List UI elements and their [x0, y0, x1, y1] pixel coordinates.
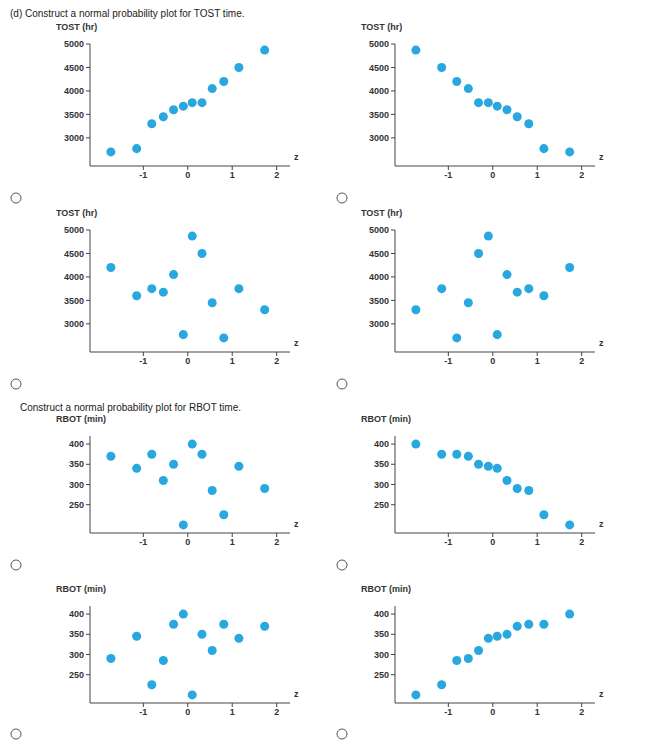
svg-text:300: 300	[69, 650, 84, 660]
svg-text:0: 0	[490, 537, 495, 547]
svg-text:3500: 3500	[369, 296, 389, 306]
svg-text:2: 2	[274, 707, 279, 717]
svg-text:300: 300	[69, 480, 84, 490]
svg-text:250: 250	[374, 500, 389, 510]
html-text:RBOT (min): RBOT (min)	[361, 584, 411, 594]
svg-text:5000: 5000	[369, 39, 389, 49]
svg-text:3000: 3000	[64, 319, 84, 329]
svg-text:300: 300	[374, 480, 389, 490]
svg-text:-1: -1	[444, 170, 452, 180]
html-text:z: z	[599, 338, 604, 348]
html-text:(d) Construct a normal probabi: (d) Construct a normal probability plot …	[10, 8, 245, 19]
svg-text:1: 1	[535, 356, 540, 366]
svg-text:0: 0	[185, 356, 190, 366]
svg-text:250: 250	[69, 500, 84, 510]
svg-text:4500: 4500	[64, 63, 84, 73]
html-text:RBOT (min): RBOT (min)	[361, 414, 411, 424]
svg-text:2: 2	[274, 170, 279, 180]
svg-text:5000: 5000	[369, 225, 389, 235]
svg-text:0: 0	[490, 356, 495, 366]
svg-text:-1: -1	[139, 707, 147, 717]
svg-text:1: 1	[535, 170, 540, 180]
svg-text:5000: 5000	[64, 225, 84, 235]
svg-text:-1: -1	[444, 356, 452, 366]
svg-text:350: 350	[374, 629, 389, 639]
html-text:z: z	[599, 152, 604, 162]
svg-text:3500: 3500	[64, 296, 84, 306]
svg-text:3000: 3000	[369, 133, 389, 143]
svg-text:1: 1	[230, 356, 235, 366]
svg-text:400: 400	[69, 439, 84, 449]
html-text:TOST (hr): TOST (hr)	[56, 208, 98, 218]
svg-text:0: 0	[185, 170, 190, 180]
html-text:z: z	[294, 689, 299, 699]
svg-text:4000: 4000	[64, 86, 84, 96]
svg-text:1: 1	[230, 170, 235, 180]
svg-text:1: 1	[230, 707, 235, 717]
svg-text:3500: 3500	[64, 110, 84, 120]
html-text:RBOT (min): RBOT (min)	[56, 584, 106, 594]
html-text:TOST (hr): TOST (hr)	[361, 22, 403, 32]
svg-text:5000: 5000	[64, 39, 84, 49]
html-text:z: z	[599, 689, 604, 699]
svg-text:2: 2	[274, 356, 279, 366]
svg-text:4500: 4500	[369, 249, 389, 259]
svg-text:4000: 4000	[369, 272, 389, 282]
svg-text:250: 250	[69, 670, 84, 680]
html-text:z: z	[599, 519, 604, 529]
svg-text:400: 400	[374, 439, 389, 449]
svg-text:400: 400	[374, 609, 389, 619]
svg-text:3500: 3500	[369, 110, 389, 120]
html-text:TOST (hr): TOST (hr)	[56, 22, 98, 32]
svg-text:-1: -1	[139, 356, 147, 366]
svg-text:300: 300	[374, 650, 389, 660]
svg-text:0: 0	[490, 170, 495, 180]
html-text:z: z	[294, 338, 299, 348]
svg-text:0: 0	[185, 537, 190, 547]
html-text:RBOT (min): RBOT (min)	[56, 414, 106, 424]
svg-text:3000: 3000	[369, 319, 389, 329]
svg-text:-1: -1	[139, 537, 147, 547]
svg-text:4500: 4500	[64, 249, 84, 259]
svg-text:4000: 4000	[64, 272, 84, 282]
svg-text:4500: 4500	[369, 63, 389, 73]
svg-text:-1: -1	[444, 707, 452, 717]
svg-text:0: 0	[490, 707, 495, 717]
svg-text:350: 350	[69, 459, 84, 469]
svg-text:2: 2	[579, 707, 584, 717]
html-text:TOST (hr): TOST (hr)	[361, 208, 403, 218]
svg-text:-1: -1	[444, 537, 452, 547]
html-text:Construct a normal probability: Construct a normal probability plot for …	[20, 402, 241, 413]
svg-text:4000: 4000	[369, 86, 389, 96]
svg-text:250: 250	[374, 670, 389, 680]
svg-text:1: 1	[535, 537, 540, 547]
svg-text:350: 350	[374, 459, 389, 469]
svg-text:1: 1	[230, 537, 235, 547]
html-text:z: z	[294, 519, 299, 529]
svg-text:2: 2	[274, 537, 279, 547]
svg-text:2: 2	[579, 356, 584, 366]
svg-text:2: 2	[579, 170, 584, 180]
svg-text:-1: -1	[139, 170, 147, 180]
svg-text:2: 2	[579, 537, 584, 547]
html-text:z: z	[294, 152, 299, 162]
svg-text:3000: 3000	[64, 133, 84, 143]
svg-text:350: 350	[69, 629, 84, 639]
svg-text:400: 400	[69, 609, 84, 619]
svg-text:0: 0	[185, 707, 190, 717]
svg-text:1: 1	[535, 707, 540, 717]
